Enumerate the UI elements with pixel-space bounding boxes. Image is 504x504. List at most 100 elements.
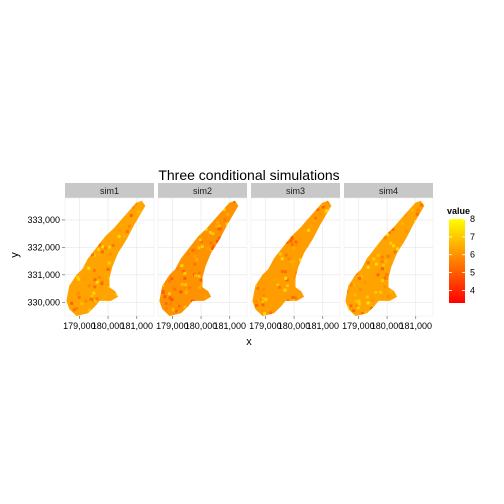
sim-cell [76,291,80,295]
sim-cell [257,292,261,296]
sim-cell [198,238,202,242]
legend-tick-label: 6 [470,250,475,260]
sim-cell [191,252,195,256]
sim-cell [273,277,277,281]
sim-cell [303,225,307,229]
sim-cell [84,273,88,277]
sim-cell [100,282,104,286]
sim-cell [89,297,93,301]
sim-cell [139,200,143,204]
sim-cell [195,258,199,262]
sim-cell [280,257,284,261]
sim-cell [183,271,187,275]
sim-cell [182,270,186,273]
sim-cell [267,308,271,311]
legend-tick-label: 8 [470,214,475,224]
sim-cell [293,296,297,300]
legend-tick-label: 4 [470,285,475,295]
sim-cell [289,239,293,243]
sim-cell [87,284,91,288]
color-legend: value 4 5 6 7 8 [447,206,475,303]
sim-cell [200,245,204,249]
sim-cell [372,257,376,261]
sim-cell [376,273,380,277]
sim-cell [352,309,356,313]
sim-cell [123,234,127,237]
sim-cell [222,208,226,211]
sim-cell [176,267,180,271]
sim-cell [306,244,309,248]
sim-cell [174,309,178,313]
sim-cell [404,230,408,233]
sim-cell [358,288,362,292]
x-tick-label: 180,000 [371,321,404,331]
sim-cell [366,265,370,269]
sim-cell [164,301,168,305]
sim-cell [349,304,353,308]
facet-panel-sim3: sim3 [250,183,341,317]
sim-cell [354,299,358,303]
legend-colorbar [449,219,465,303]
sim-cell [416,208,420,212]
sim-cell [404,213,407,217]
sim-cell [188,286,192,290]
sim-cell [117,234,121,238]
facet-panels: sim1 sim2 sim3 sim4 [64,183,434,317]
sim-cell [107,274,111,278]
sim-cell [415,212,419,216]
x-tick-label: 179,000 [342,321,375,331]
legend-tick-label: 5 [470,268,475,278]
sim-cell [261,303,265,307]
sim-cell [176,309,180,313]
facet-strip-label: sim1 [100,186,119,196]
sim-cell [191,248,195,252]
sim-cell [386,254,390,258]
sim-cell [226,213,230,216]
sim-cell [247,218,250,221]
sim-cell [217,227,221,231]
sim-cell [381,267,384,271]
sim-cell [106,267,110,271]
sim-cell [366,261,370,265]
sim-cell [199,278,203,282]
sim-cell [104,246,108,250]
sim-cell [276,283,280,287]
sim-cell [225,222,229,226]
sim-cell [98,253,101,257]
sim-cell [384,259,388,263]
legend-tick-label: 7 [470,232,475,242]
sim-cell [370,299,374,303]
sim-cell [93,285,97,289]
sim-cell [287,257,291,261]
sim-cell [307,228,311,232]
sim-cell [360,274,364,278]
sim-cell [161,291,165,295]
sim-cell [70,301,74,305]
simulation-region [345,200,425,316]
sim-cell [92,268,96,272]
sim-cell [387,231,391,234]
sim-cell [84,277,87,281]
sim-cell [124,232,128,236]
sim-cell [223,218,227,222]
sim-cell [95,297,99,301]
sim-cell [324,211,328,215]
sim-cell [108,252,112,256]
sim-cell [401,222,404,226]
sim-cell [290,260,294,264]
sim-cell [125,230,129,234]
sim-cell [212,245,216,249]
sim-cell [383,285,387,289]
sim-cell [269,311,273,315]
sim-cell [295,243,298,247]
sim-cell [183,285,187,289]
sim-cell [200,283,204,287]
sim-cell [263,312,267,316]
sim-cell [91,253,94,257]
sim-cell [255,299,258,303]
sim-cell [277,285,281,289]
sim-cell [92,291,96,295]
sim-cell [129,214,133,217]
sim-cell [253,284,257,288]
